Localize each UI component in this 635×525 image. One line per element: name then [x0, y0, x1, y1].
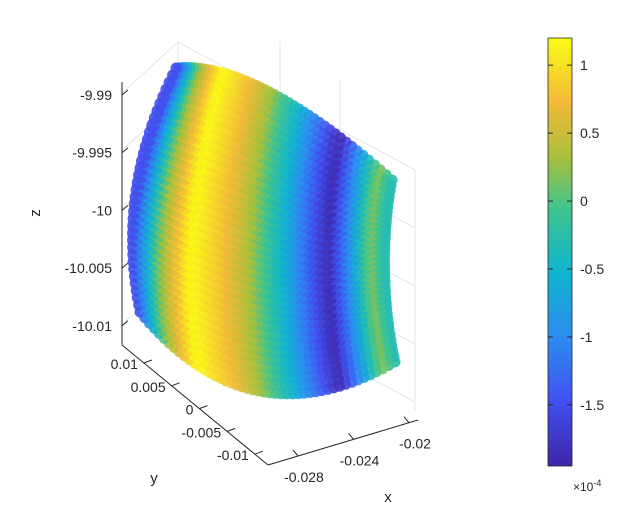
y-tick-label: -0.01 — [217, 447, 249, 463]
y-axis-line — [121, 344, 269, 466]
x-axis-label: x — [384, 489, 392, 506]
x-tick-mark — [292, 449, 299, 457]
y-tick-mark — [199, 405, 208, 410]
z-axis-label: z — [27, 209, 44, 217]
x-tick-mark — [348, 433, 354, 440]
y-tick-label: 0.01 — [111, 356, 138, 372]
y-tick-mark — [143, 359, 153, 364]
z-tick-mark — [121, 320, 129, 327]
z-axis-ticks: -9.99 -9.995 -10 -10.005 -10.01 — [65, 87, 129, 334]
y-tick-mark — [226, 427, 236, 432]
axes-lines — [121, 82, 419, 466]
x-axis-line — [267, 419, 419, 466]
x-tick-label: -0.024 — [340, 452, 380, 468]
z-tick-label: -10 — [92, 202, 112, 218]
y-tick-label: 0.005 — [131, 379, 166, 395]
z-tick-label: -9.995 — [72, 145, 112, 161]
z-tick-label: -9.99 — [80, 87, 112, 103]
y-axis-ticks: 0.01 0.005 0 -0.005 -0.01 — [111, 356, 264, 463]
scatter-surface — [127, 62, 401, 400]
colorbar-tick-label: 0 — [580, 193, 588, 209]
y-tick-mark — [171, 382, 180, 387]
y-axis-label: y — [150, 470, 158, 487]
colorbar-ticks: 1 0.5 0 -0.5 -1 -1.5 — [548, 57, 604, 413]
colorbar-tick-label: -1 — [580, 329, 593, 345]
colorbar-tick-label: 1 — [580, 57, 588, 73]
x-tick-mark — [403, 416, 410, 424]
z-tick-label: -10.005 — [65, 260, 113, 276]
z-tick-mark — [121, 205, 129, 211]
y-tick-label: -0.005 — [181, 424, 221, 440]
colorbar-tick-label: -1.5 — [580, 397, 604, 413]
x-tick-label: -0.02 — [399, 436, 431, 452]
z-tick-label: -10.01 — [72, 318, 112, 334]
colorbar-multiplier: ×10-4 — [573, 478, 601, 494]
z-tick-mark — [121, 262, 129, 269]
x-axis-ticks: -0.028 -0.024 -0.02 — [284, 416, 431, 485]
x-tick-label: -0.028 — [284, 469, 324, 485]
colorbar-tick-label: -0.5 — [580, 261, 604, 277]
y-tick-mark — [254, 450, 264, 455]
grid-line — [119, 41, 179, 96]
scatter-point — [170, 62, 182, 74]
z-tick-mark — [121, 147, 129, 154]
y-tick-label: 0 — [186, 402, 194, 418]
colorbar-tick-label: 0.5 — [580, 125, 600, 141]
colorbar — [547, 37, 573, 467]
z-tick-mark — [121, 89, 129, 96]
